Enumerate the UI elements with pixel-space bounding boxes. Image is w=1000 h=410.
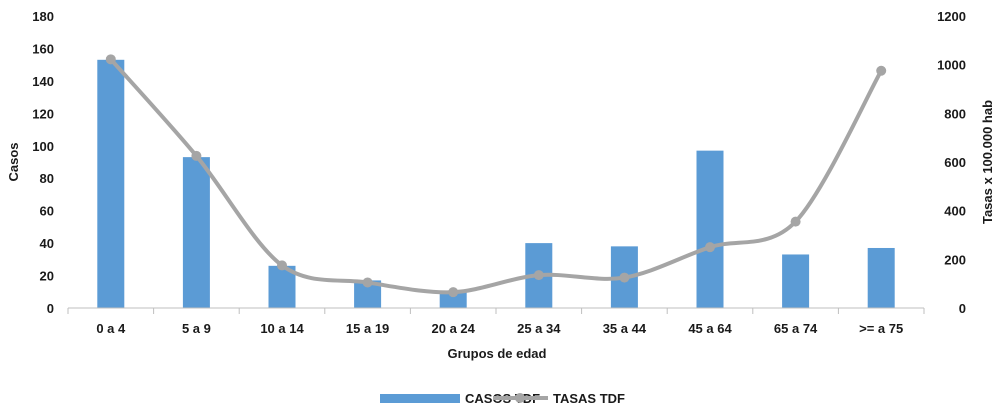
y-tick-label: 60 [40,204,54,219]
legend: CASOS TDF TASAS TDF [380,391,625,406]
y2-tick-label: 400 [944,204,966,219]
left-axis-ticks: 0 20 40 60 80 100 120 140 160 180 [32,9,54,316]
y-tick-label: 160 [32,41,54,56]
x-tick-label: 0 a 4 [96,321,126,336]
x-tick-label: 45 a 64 [688,321,732,336]
line-point [790,216,801,227]
bar [696,150,724,308]
y-tick-label: 80 [40,171,54,186]
line-point [448,287,459,298]
bar [439,291,467,308]
y-tick-label: 0 [47,301,54,316]
x-tick-label: 65 a 74 [774,321,818,336]
line-point [533,270,544,281]
line-point [277,260,287,271]
x-tick-label: 35 a 44 [603,321,647,336]
bar [782,254,810,308]
legend-marker-tasas [515,393,525,403]
line-point [191,150,202,161]
y-tick-label: 40 [40,236,54,251]
x-tick-label: 10 a 14 [260,321,304,336]
series-line [108,57,884,295]
y2-tick-label: 1200 [937,9,966,24]
legend-swatch-casos [380,394,460,403]
bar [182,157,210,308]
y-tick-label: 120 [32,106,54,121]
x-axis [67,307,925,314]
y-tick-label: 140 [32,74,54,89]
line-point [705,242,715,253]
x-tick-label: 5 a 9 [182,321,211,336]
x-tick-label: 25 a 34 [517,321,561,336]
line-point [362,277,373,288]
y-tick-label: 100 [32,139,54,154]
y2-tick-label: 200 [944,252,966,267]
y2-tick-label: 1000 [937,58,966,73]
legend-label-tasas: TASAS TDF [553,391,625,406]
x-tick-label: 15 a 19 [346,321,389,336]
bar [97,59,125,308]
y-axis-title: Casos [6,142,21,181]
y2-tick-label: 800 [944,106,966,121]
line-point [876,65,887,76]
y2-axis-title: Tasas x 100.000 hab [980,100,995,224]
y-tick-label: 180 [32,9,54,24]
y2-tick-label: 600 [944,155,966,170]
bar [867,247,895,308]
x-axis-title: Grupos de edad [448,346,547,361]
line-point [105,54,116,65]
right-axis-ticks: 0 200 400 600 800 1000 1200 [937,9,966,316]
line-tasas [105,54,887,298]
x-axis-tick-labels: 0 a 4 5 a 9 10 a 14 15 a 19 20 a 24 25 a 34 35… [96,321,903,336]
x-tick-label: >= a 75 [859,321,903,336]
y-tick-label: 20 [40,269,54,284]
line-point [619,272,630,283]
y2-tick-label: 0 [959,301,966,316]
x-tick-label: 20 a 24 [432,321,476,336]
